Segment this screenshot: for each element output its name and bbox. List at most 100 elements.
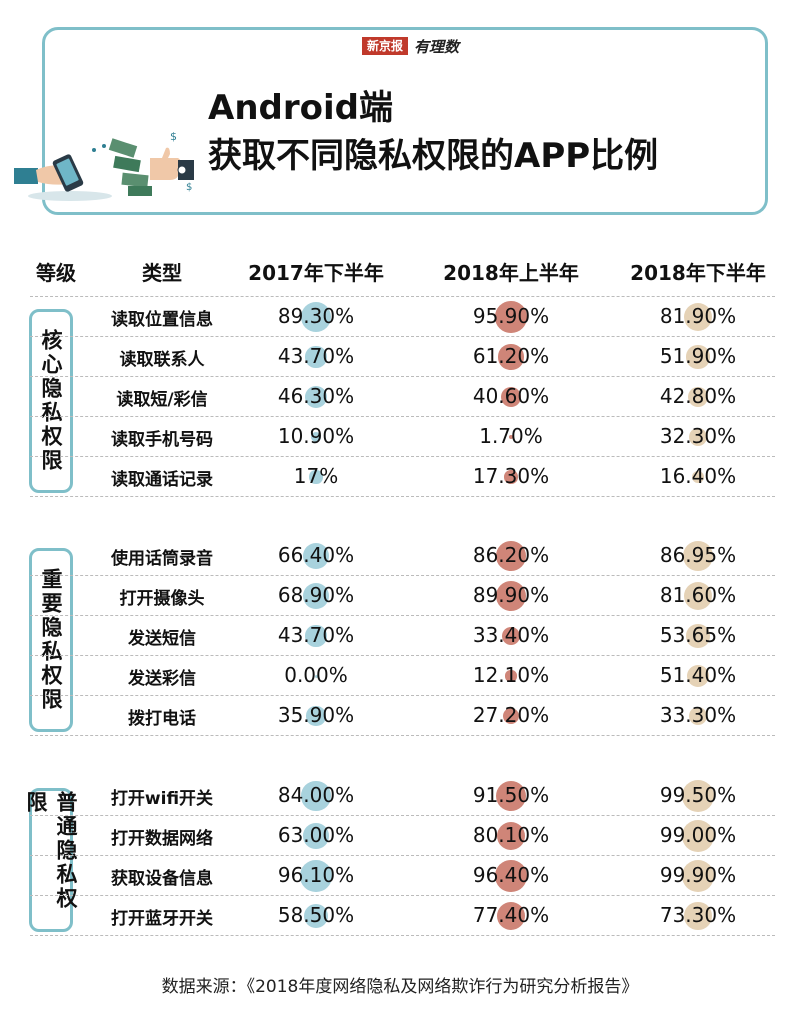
banknote-icon (113, 155, 141, 173)
value-bubble (683, 302, 713, 332)
value-label: 99.50% (659, 783, 737, 807)
value-label: 84.00% (277, 783, 355, 807)
row-type-label: 读取手机号码 (111, 430, 213, 450)
dollar-sign-icon: $ (186, 182, 192, 193)
value-label: 80.10% (472, 823, 550, 847)
row-divider (30, 815, 775, 816)
row-type-label: 发送短信 (128, 629, 196, 649)
row-type-label: 读取通话记录 (111, 470, 213, 490)
row-divider (30, 416, 775, 417)
group-label: 重要隐私权限 (39, 568, 63, 712)
banknote-icon (121, 172, 149, 188)
value-label: 27.20% (472, 703, 550, 727)
value-label: 95.90% (472, 304, 550, 328)
row-divider (30, 376, 775, 377)
value-bubble (688, 706, 708, 726)
left-sleeve-icon (14, 168, 38, 184)
value-label: 43.70% (277, 623, 355, 647)
value-bubble (302, 582, 330, 610)
row-divider (30, 895, 775, 896)
hand-phone-money-illustration: $ $ (14, 130, 194, 201)
value-bubble (683, 541, 713, 571)
group-label: 普通隐私权限 (24, 791, 78, 911)
value-label: 51.90% (659, 344, 737, 368)
value-bubble (495, 301, 527, 333)
value-bubble (688, 427, 708, 447)
value-label: 63.00% (277, 823, 355, 847)
header-divider (30, 296, 775, 297)
row-type-label: 使用话筒录音 (111, 549, 213, 569)
value-label: 43.70% (277, 344, 355, 368)
value-bubble (309, 470, 323, 484)
banknote-icon (108, 138, 138, 158)
brand-paper-name: 新京报 (362, 37, 409, 55)
value-label: 61.20% (472, 344, 550, 368)
value-label: 81.60% (659, 583, 737, 607)
value-label: 0.00% (284, 663, 348, 687)
value-label: 77.40% (472, 903, 550, 927)
value-bubble (305, 625, 327, 647)
row-divider (30, 336, 775, 337)
value-bubble (496, 821, 526, 851)
value-bubble (302, 542, 330, 570)
value-label: 99.90% (659, 863, 737, 887)
value-bubble (305, 386, 327, 408)
value-label: 40.60% (472, 384, 550, 408)
value-bubble (682, 820, 714, 852)
value-bubble (303, 903, 329, 929)
value-bubble (498, 344, 524, 370)
value-label: 17% (293, 464, 339, 488)
dot-icon (102, 144, 106, 148)
row-type-label: 获取设备信息 (111, 869, 213, 889)
value-label: 81.90% (659, 304, 737, 328)
header-level: 等级 (36, 261, 76, 285)
header-2018-h1: 2018年上半年 (443, 261, 579, 285)
value-label: 35.90% (277, 703, 355, 727)
value-bubble (684, 902, 712, 930)
header-2018-h2: 2018年下半年 (630, 261, 766, 285)
value-bubble (686, 624, 710, 648)
value-label: 96.40% (472, 863, 550, 887)
row-type-label: 读取联系人 (119, 350, 205, 370)
data-source-note: 数据来源：《2018年度网络隐私及网络欺诈行为研究分析报告》 (161, 977, 639, 997)
banknote-icon (128, 186, 152, 196)
value-bubble (686, 345, 710, 369)
value-label: 58.50% (277, 903, 355, 927)
value-bubble (496, 541, 526, 571)
value-bubble (682, 860, 714, 892)
row-divider (30, 575, 775, 576)
header-2017-h2: 2017年下半年 (248, 261, 384, 285)
value-bubble (305, 346, 327, 368)
page-title-line1: Android端 (208, 88, 393, 128)
row-type-label: 打开蓝牙开关 (111, 909, 213, 929)
row-divider (30, 615, 775, 616)
group-label-box: 普通隐私权限 (24, 788, 78, 932)
row-divider (30, 695, 775, 696)
header-type: 类型 (142, 261, 182, 285)
value-bubble (504, 470, 518, 484)
phone-screen-icon (56, 158, 79, 186)
row-type-label: 打开摄像头 (119, 589, 205, 609)
value-label: 12.10% (472, 663, 550, 687)
value-label: 89.30% (277, 304, 355, 328)
value-label: 33.30% (659, 703, 737, 727)
value-bubble (300, 301, 332, 333)
value-label: 91.50% (472, 783, 550, 807)
value-bubble (496, 901, 526, 931)
row-divider (30, 855, 775, 856)
value-bubble (683, 581, 713, 611)
dollar-sign-icon: $ (170, 130, 177, 143)
value-label: 42.80% (659, 384, 737, 408)
watch-icon (177, 165, 187, 175)
row-divider (30, 935, 775, 936)
value-bubble (682, 780, 714, 812)
title-card (42, 27, 768, 215)
value-bubble (303, 823, 329, 849)
value-label: 89.90% (472, 583, 550, 607)
value-label: 66.40% (277, 543, 355, 567)
value-bubble (501, 626, 521, 646)
row-type-label: 发送彩信 (128, 669, 196, 689)
value-bubble (502, 707, 520, 725)
